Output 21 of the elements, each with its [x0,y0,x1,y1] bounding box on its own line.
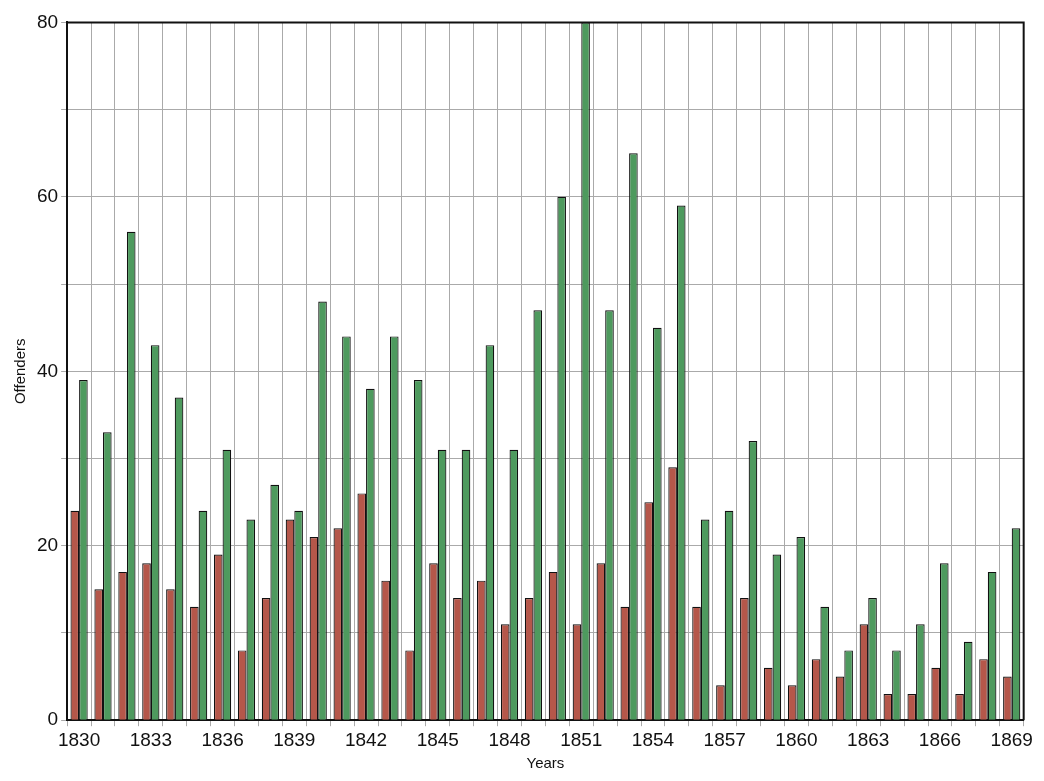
y-tick-label: 0 [47,708,59,730]
x-tick-label: 1842 [344,728,388,750]
y-tick-label: 60 [36,185,59,207]
x-tick-label: 1863 [847,728,890,750]
x-axis-title: Years [526,754,565,772]
x-tick-label: 1851 [560,728,603,750]
y-axis-title: Offenders [11,338,29,405]
x-tick-label: 1833 [129,728,172,750]
x-tick-label: 1854 [631,728,675,750]
y-tick-label: 80 [36,10,59,32]
x-tick-label: 1830 [57,728,101,750]
x-tick-label: 1857 [703,728,746,750]
x-tick-label: 1839 [273,728,316,750]
x-tick-label: 1869 [990,728,1033,750]
x-tick-label: 1845 [416,728,459,750]
y-tick-label: 40 [36,359,59,381]
x-tick-label: 1866 [918,728,962,750]
x-tick-label: 1860 [775,728,818,750]
x-tick-label: 1848 [488,728,531,750]
x-tick-label: 1836 [201,728,244,750]
y-tick-label: 20 [36,533,59,555]
